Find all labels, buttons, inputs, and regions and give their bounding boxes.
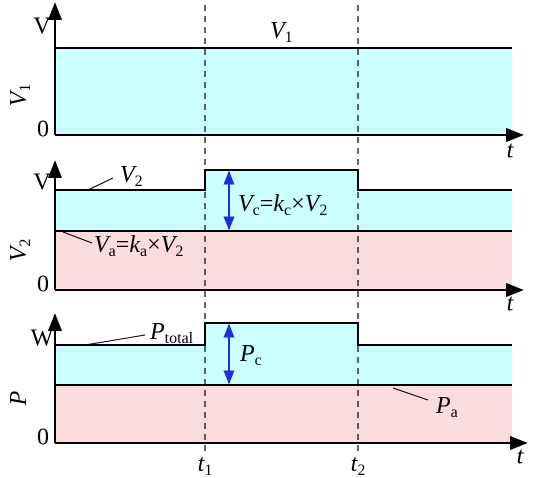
leader: [84, 334, 146, 346]
annotation: Ptotal: [149, 319, 194, 347]
text-part: V: [238, 191, 255, 217]
time-mark-label: t1: [198, 451, 213, 478]
text-part: V: [94, 232, 111, 258]
level-line: [55, 169, 512, 191]
area: [55, 231, 512, 290]
area: [55, 48, 512, 135]
area: [55, 170, 512, 231]
y-zero-label: 0: [37, 272, 49, 298]
level-line: [55, 322, 512, 346]
annotation: Va=ka×V2: [94, 232, 183, 260]
annotation: Vc=kc×V2: [238, 191, 327, 219]
subscript: 2: [135, 173, 143, 190]
panel-v2: [47, 160, 524, 298]
text-part: P: [435, 393, 451, 419]
time-axis-label: t: [517, 444, 525, 470]
text-part: k: [129, 232, 140, 258]
y-zero-label: 0: [37, 117, 49, 143]
y-top-label: V: [33, 14, 51, 40]
subscript: a: [451, 404, 458, 421]
time-axis-label: t: [507, 291, 515, 317]
text-part: P: [149, 319, 165, 345]
area: [55, 323, 512, 385]
subscript: a: [140, 243, 147, 260]
time-mark-label: t2: [351, 451, 366, 478]
subscript: 2: [319, 202, 327, 219]
y-axis-label: V1: [6, 84, 34, 107]
text-part: V: [270, 18, 287, 44]
y-top-label: W: [31, 326, 54, 352]
text-part: t: [351, 451, 359, 477]
text-part: ×: [147, 232, 161, 258]
y-top-label: V: [33, 170, 51, 196]
leader: [62, 231, 93, 244]
panel-v1: [47, 2, 524, 143]
subscript: 2: [357, 462, 365, 478]
area: [55, 385, 512, 443]
text-part: V: [6, 244, 32, 261]
annotation: V2: [120, 162, 143, 190]
subscript: 1: [17, 84, 34, 92]
text-part: V: [305, 191, 322, 217]
subscript: c: [253, 202, 260, 219]
subscript: 2: [17, 239, 34, 247]
leader: [392, 387, 429, 401]
subscript: total: [165, 330, 194, 347]
y-axis-label: V2: [6, 239, 34, 262]
subscript: 2: [175, 243, 183, 260]
subscript: 1: [204, 462, 212, 478]
text-part: t: [198, 451, 206, 477]
text-part: =: [116, 232, 130, 258]
subscript: c: [284, 202, 291, 219]
text-part: ×: [291, 191, 305, 217]
text-part: V: [6, 89, 32, 106]
annotation: Pc: [239, 341, 262, 369]
text-part: V: [120, 162, 137, 188]
y-zero-label: 0: [37, 425, 49, 451]
y-axis-label: P: [6, 390, 32, 406]
subscript: c: [255, 352, 262, 369]
leader: [87, 177, 114, 191]
text-part: V: [161, 232, 178, 258]
annotation: Pa: [435, 393, 458, 421]
text-part: k: [273, 191, 284, 217]
panel-p: [47, 313, 528, 451]
time-axis-label: t: [507, 138, 515, 164]
annotation: V1: [270, 18, 293, 46]
text-part: P: [239, 341, 255, 367]
subscript: 1: [285, 29, 293, 46]
subscript: a: [109, 243, 116, 260]
text-part: P: [6, 390, 32, 406]
text-part: =: [260, 191, 274, 217]
